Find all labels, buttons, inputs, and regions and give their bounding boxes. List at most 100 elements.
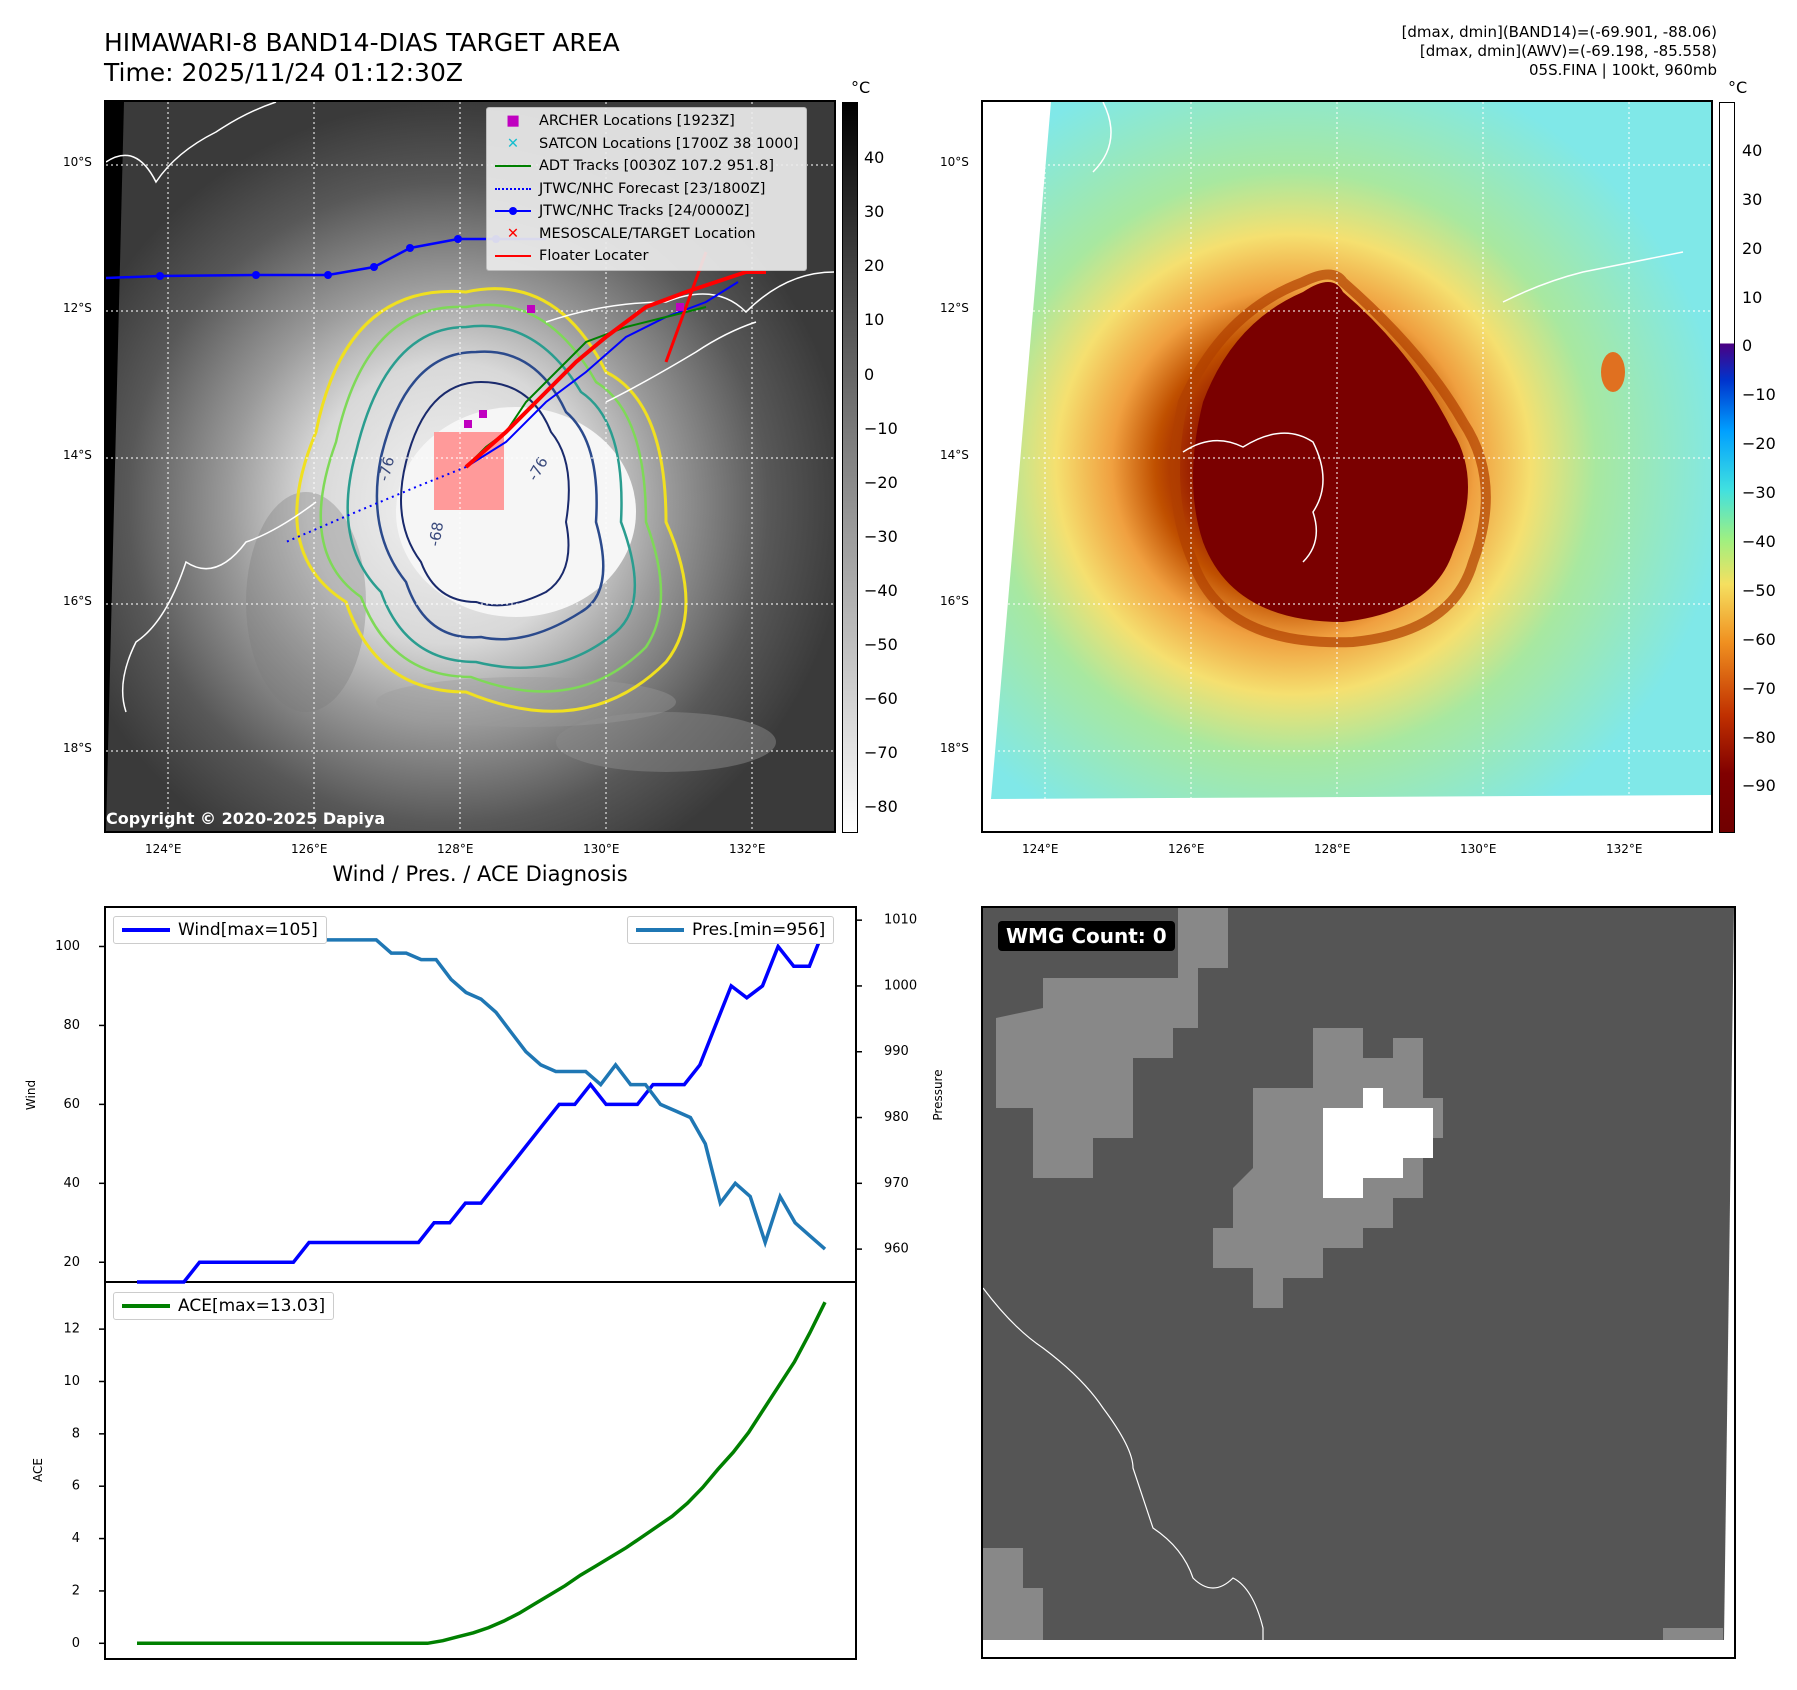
contour-label: -68: [425, 520, 447, 547]
coastline: [1182, 432, 1324, 563]
ace-series-line: [137, 1301, 827, 1646]
lat-label: 12°S: [940, 301, 969, 315]
wind-tick-label: 20: [63, 1255, 80, 1270]
coastline: [121, 501, 317, 713]
line-icon: [493, 155, 533, 178]
coastline: [605, 321, 757, 403]
wmg-region: [996, 908, 1228, 1178]
colorbar-unit: °C: [851, 78, 871, 97]
ace-tick-label: 6: [72, 1479, 80, 1494]
lon-label: 126°E: [1168, 842, 1205, 856]
lon-label: 130°E: [583, 842, 620, 856]
lon-label: 130°E: [1460, 842, 1497, 856]
wmg-count-badge: WMG Count: 0: [998, 921, 1175, 951]
lat-label: 10°S: [63, 155, 92, 169]
jtwc-track-recent: [465, 281, 739, 468]
lon-label: 128°E: [437, 842, 474, 856]
wind-tick-label: 40: [63, 1176, 80, 1191]
wind-pres-panel: [104, 906, 857, 1283]
coastline: [545, 271, 834, 323]
ace-tick-label: 4: [72, 1531, 80, 1546]
coastline: [983, 1287, 1264, 1657]
title-line-2: Time: 2025/11/24 01:12:30Z: [104, 58, 463, 87]
lat-label: 16°S: [63, 594, 92, 608]
contour-label: -76: [374, 455, 398, 483]
graticule: [983, 102, 1711, 831]
floater-locator: [464, 270, 766, 469]
wind-tick-label: 80: [63, 1018, 80, 1033]
lon-label: 128°E: [1314, 842, 1351, 856]
ir-map: -76 -76 -68: [106, 102, 834, 831]
coastline: [1502, 251, 1684, 303]
lat-label: 14°S: [63, 448, 92, 462]
lat-label: 18°S: [63, 741, 92, 755]
ace-tick-label: 8: [72, 1426, 80, 1441]
colorbar-right: [1719, 102, 1735, 833]
pressure-legend: Pres.[min=956]: [627, 916, 835, 944]
colorbar-left: [842, 102, 858, 833]
colorbar-right-ticks: 40 30 20 10 0 −10 −20 −30 −40 −50 −60 −7…: [1742, 141, 1776, 795]
pressure-tick-label: 990: [884, 1044, 909, 1059]
legend-item: JTWC/NHC Forecast [23/1800Z]: [493, 178, 798, 201]
contour-green: [319, 303, 663, 693]
ace-panel: [104, 1281, 857, 1660]
pressure-tick-label: 970: [884, 1176, 909, 1191]
ace-tick-label: 10: [63, 1374, 80, 1389]
wmg-panel: [981, 906, 1736, 1659]
pressure-axis-label: Pressure: [931, 1069, 945, 1120]
ir-map-panel: -76 -76 -68: [104, 100, 836, 833]
wmg-region: [1663, 1628, 1723, 1640]
legend-item: JTWC/NHC Tracks [24/0000Z]: [493, 200, 798, 223]
lon-label: 124°E: [1022, 842, 1059, 856]
pressure-tick-label: 980: [884, 1110, 909, 1125]
x-marker-icon: ✕: [506, 135, 520, 152]
jtwc-forecast: [285, 466, 467, 543]
ace-tick-label: 2: [72, 1583, 80, 1598]
legend-item: ✕ MESOSCALE/TARGET Location: [493, 223, 798, 246]
legend-item: ADT Tracks [0030Z 107.2 951.8]: [493, 155, 798, 178]
coastline: [106, 102, 277, 184]
diagnosis-title: Wind / Pres. / ACE Diagnosis: [332, 862, 628, 886]
wmg-core: [1323, 1088, 1433, 1198]
diagnosis-chart: 20 40 60 80 100 960 970 980 990 1000 1010 0 2 4 6 8 10 1…: [24, 906, 945, 1660]
stats-info: [dmax, dmin](BAND14)=(-69.901, -88.06) […: [1402, 23, 1717, 80]
pressure-tick-label: 1010: [884, 913, 917, 928]
lon-label: 124°E: [145, 842, 182, 856]
contour-inner: [400, 380, 570, 607]
lon-label: 126°E: [291, 842, 328, 856]
dotted-line-icon: [493, 178, 533, 201]
wind-tick-label: 100: [55, 939, 80, 954]
map-legend: ■ ARCHER Locations [1923Z] ✕ SATCON Locati…: [486, 107, 808, 271]
line-icon: [122, 1304, 170, 1308]
contour-teal: [346, 324, 636, 669]
legend-item: Floater Locater: [493, 245, 798, 268]
archer-points: [464, 303, 684, 428]
dot-line-icon: [493, 200, 533, 223]
cold-spot: [1601, 352, 1625, 392]
ace-axes: 0 2 4 6 8 10 12: [63, 1322, 105, 1651]
colorbar-unit: °C: [1728, 78, 1748, 97]
lat-label: 14°S: [940, 448, 969, 462]
line-icon: [493, 245, 533, 268]
wmg-region: [983, 1548, 1043, 1640]
lon-label: 132°E: [729, 842, 766, 856]
wind-pres-axes: 20 40 60 80 100 960 970 980 990 1000 1010: [55, 913, 917, 1270]
contour-yellow: [295, 287, 688, 713]
copyright-label: Copyright © 2020-2025 Dapiya: [106, 809, 386, 828]
stats-line-3: 05S.FINA | 100kt, 960mb: [1529, 61, 1717, 79]
lon-label: 132°E: [1606, 842, 1643, 856]
x-marker-icon: ✕: [506, 225, 520, 242]
wind-axis-label: Wind: [24, 1080, 38, 1110]
contour-navy: [375, 350, 605, 641]
line-icon: [636, 928, 684, 932]
lat-label: 12°S: [63, 301, 92, 315]
legend-item: ✕ SATCON Locations [1700Z 38 1000]: [493, 133, 799, 156]
wmg-map: [983, 908, 1734, 1657]
stats-line-1: [dmax, dmin](BAND14)=(-69.901, -88.06): [1401, 23, 1717, 41]
ace-legend: ACE[max=13.03]: [113, 1292, 335, 1320]
wind-series-line: [137, 926, 827, 1284]
lat-label: 18°S: [940, 741, 969, 755]
ace-axis-label: ACE: [31, 1458, 45, 1482]
line-icon: [122, 928, 170, 932]
square-marker-icon: ■: [506, 113, 520, 129]
